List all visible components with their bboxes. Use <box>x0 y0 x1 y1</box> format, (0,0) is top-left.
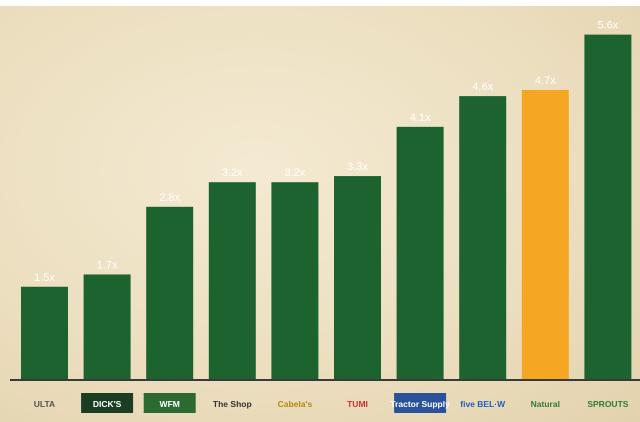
sprouts-logo-text: SPROUTS <box>587 399 628 409</box>
bar-7 <box>396 126 444 379</box>
natural-grocers-logo-text: Natural <box>531 399 560 409</box>
dicks-logo-text: DICK'S <box>93 399 122 409</box>
value-label-8: 4.6x <box>472 81 493 93</box>
whole-foods-logo-bg <box>143 393 196 413</box>
dicks-logo: DICK'S <box>81 393 134 413</box>
value-labels-group: 1.5x 1.7x 2.8x 3.2x 3.2x 3.3x 4.1x 4.6x 4.7x 5.6x <box>34 20 619 284</box>
value-label-6: 3.3x <box>347 161 368 173</box>
whole-foods-logo: WFM <box>143 393 196 413</box>
bar-5 <box>271 182 319 379</box>
five-below-logo-text: five BEL·W <box>460 399 506 409</box>
value-label-9: 4.7x <box>535 75 556 87</box>
ulta-logo: ULTA <box>34 399 55 409</box>
dicks-logo-bg <box>81 393 134 413</box>
value-label-3: 2.8x <box>159 192 180 204</box>
bars-group <box>21 34 632 379</box>
fresh-market-logo: The Shop <box>213 399 252 409</box>
bar-2 <box>83 274 131 379</box>
tractor-supply-logo-bg <box>394 393 447 413</box>
value-label-5: 3.2x <box>285 167 306 179</box>
bar-9 <box>521 89 569 379</box>
bar-6 <box>334 176 381 379</box>
value-label-2: 1.7x <box>97 259 118 271</box>
sprouts-logo: SPROUTS <box>587 399 628 409</box>
category-logos-group: ULTA DICK'S WFM The Shop Cabela's TUMI Tractor… <box>34 393 629 413</box>
whole-foods-logo-text: WFM <box>160 399 180 409</box>
ulta-logo-text: ULTA <box>34 399 55 409</box>
value-label-4: 3.2x <box>222 167 243 179</box>
cabelas-logo: Cabela's <box>278 399 313 409</box>
tumi-logo-text: TUMI <box>347 399 368 409</box>
tractor-supply-logo-text: Tractor Supply <box>390 399 450 409</box>
value-label-1: 1.5x <box>34 272 55 284</box>
value-label-10: 5.6x <box>598 20 619 32</box>
five-below-logo: five BEL·W <box>460 399 506 409</box>
cabelas-logo-text: Cabela's <box>278 399 313 409</box>
bar-4 <box>208 182 256 379</box>
tractor-supply-logo: Tractor Supply <box>390 393 450 413</box>
bar-3 <box>146 206 194 379</box>
bar-10 <box>584 34 632 379</box>
natural-grocers-logo: Natural <box>531 399 560 409</box>
bar-8 <box>459 96 507 379</box>
top-edge-strip <box>0 0 640 6</box>
fresh-market-logo-text: The Shop <box>213 399 252 409</box>
tumi-logo: TUMI <box>347 399 368 409</box>
value-label-7: 4.1x <box>410 112 431 124</box>
bar-1 <box>21 286 68 379</box>
